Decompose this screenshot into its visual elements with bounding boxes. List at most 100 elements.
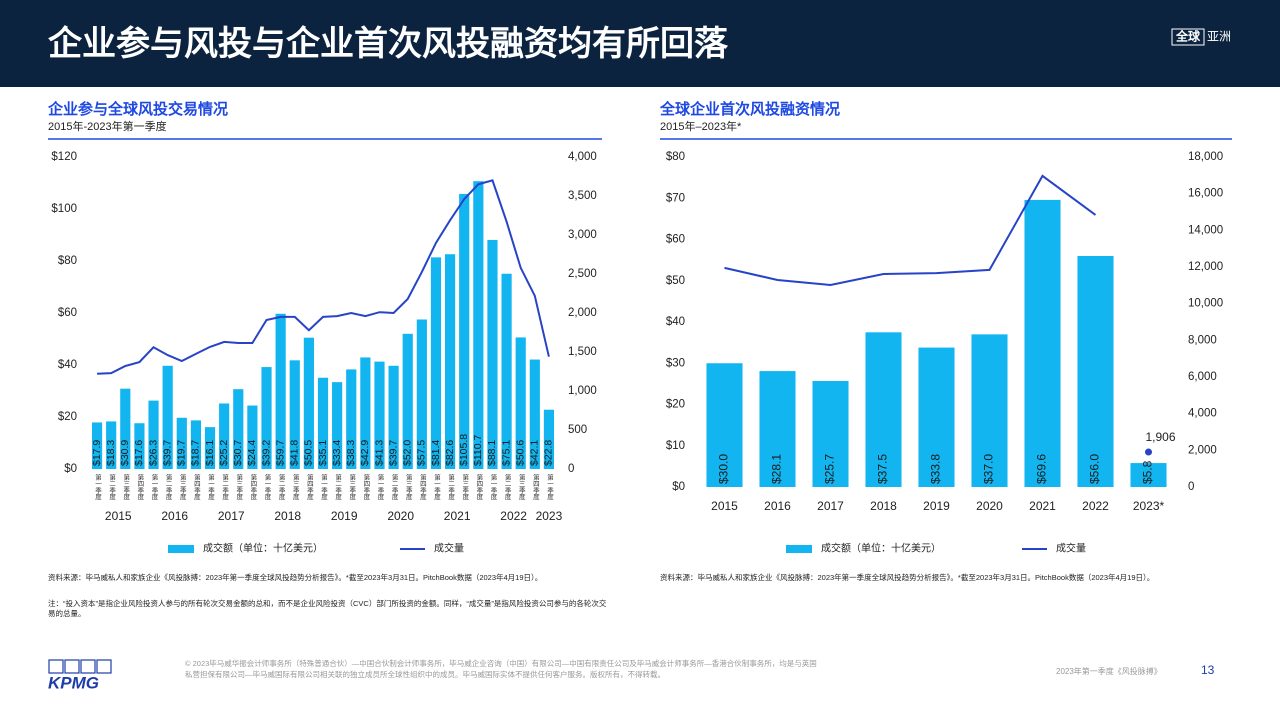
- bar: [543, 409, 555, 469]
- x-tick-label: 2021: [1029, 499, 1056, 513]
- bar-value-label: $18.3: [105, 440, 117, 466]
- x-tick-label: 2023*: [1133, 499, 1165, 513]
- x-tick-label: 第三季度: [235, 473, 243, 502]
- y-tick-label: $20: [58, 411, 77, 423]
- bar-value-label: $33.8: [929, 454, 943, 484]
- bar: [204, 427, 216, 469]
- y-tick-label: $0: [672, 481, 685, 493]
- x-tick-label: 第二季度: [334, 473, 342, 502]
- bar-value-label: $35.1: [317, 440, 329, 466]
- x-tick-label: 2018: [870, 499, 897, 513]
- bar: [317, 377, 329, 469]
- bar-value-label: $110.7: [472, 435, 484, 466]
- y-tick-label: $100: [51, 203, 77, 215]
- tab-box: [1171, 28, 1205, 46]
- bar-value-label: $19.7: [176, 440, 188, 466]
- bar-value-label: $41.3: [373, 440, 385, 466]
- bar: [190, 420, 201, 469]
- bar-value-label: $69.6: [1035, 454, 1049, 484]
- bar: [247, 405, 258, 469]
- bar: [402, 333, 413, 469]
- bar-value-label: $81.4: [430, 440, 442, 466]
- bar: [346, 369, 357, 469]
- bar-value-label: $39.7: [387, 440, 399, 466]
- bar-value-label: $39.2: [260, 440, 272, 466]
- bar-value-label: $5.8: [1141, 460, 1155, 484]
- x-tick-label: 第二季度: [390, 473, 398, 502]
- bar: [918, 347, 955, 487]
- tab[interactable]: 亚洲: [1207, 30, 1231, 44]
- bar-value-label: $18.7: [190, 440, 202, 466]
- bar-value-label: $59.7: [274, 440, 286, 466]
- x-group-label: 2017: [218, 509, 245, 523]
- page-number: 13: [1201, 663, 1215, 677]
- x-tick-label: 2016: [764, 499, 791, 513]
- bar-value-label: $105.8: [458, 434, 470, 466]
- y2-tick-label: 8,000: [1188, 334, 1217, 346]
- y2-tick-label: 2,000: [568, 307, 597, 319]
- x-tick-label: 第三季度: [291, 473, 299, 502]
- bar: [430, 257, 442, 469]
- chart-title: 企业参与全球风投交易情况: [47, 100, 228, 118]
- bar: [445, 254, 456, 469]
- y2-tick-label: 1,500: [568, 346, 597, 358]
- bar-value-label: $24.4: [246, 440, 258, 466]
- bar-value-label: $25.2: [218, 440, 230, 466]
- y-tick-label: $80: [666, 151, 685, 163]
- bar: [487, 239, 498, 469]
- bar-value-label: $22.8: [543, 440, 555, 466]
- x-tick-label: 第四季度: [305, 473, 313, 502]
- bar-value-label: $33.4: [331, 440, 343, 466]
- x-tick-label: 第二季度: [221, 473, 229, 502]
- header-band: [0, 0, 1280, 87]
- bar-value-label: $17.9: [91, 440, 103, 466]
- y-tick-label: $40: [58, 359, 77, 371]
- x-tick-label: 第四季度: [475, 473, 483, 502]
- bar: [416, 319, 427, 469]
- x-tick-label: 第一季度: [432, 473, 440, 502]
- bar: [332, 382, 343, 469]
- source: 资料来源：毕马威私人和家族企业《风投脉搏：2023年第一季度全球风投趋势分析报告…: [48, 573, 543, 582]
- bar: [148, 400, 159, 469]
- line-series: [724, 174, 1097, 287]
- legend-label: 成交额（单位：十亿美元）: [203, 542, 323, 555]
- bar-value-label: $26.3: [147, 440, 159, 466]
- x-tick-label: 第二季度: [447, 473, 455, 502]
- x-tick-label: 第三季度: [517, 473, 525, 502]
- bar-value-label: $30.0: [717, 454, 731, 484]
- x-tick-label: 第一季度: [320, 473, 328, 502]
- x-group-label: 2022: [500, 509, 527, 523]
- bar: [303, 337, 314, 469]
- y2-tick-label: 0: [1188, 481, 1194, 493]
- x-tick-label: 第二季度: [503, 473, 511, 502]
- x-tick-label: 第四季度: [362, 473, 370, 502]
- bar-value-label: $30.7: [232, 440, 244, 466]
- tab[interactable]: 全球: [1175, 29, 1201, 44]
- bar-value-label: $16.1: [204, 440, 216, 466]
- x-group-label: 2019: [331, 509, 358, 523]
- bar: [459, 193, 470, 470]
- bar-value-label: $28.1: [770, 454, 784, 484]
- x-group-label: 2021: [444, 509, 471, 523]
- x-tick-label: 第四季度: [192, 473, 200, 502]
- x-tick-label: 2017: [817, 499, 844, 513]
- x-tick-label: 第四季度: [531, 473, 539, 502]
- y2-tick-label: 3,500: [568, 190, 597, 202]
- y2-tick-label: 4,000: [1188, 408, 1217, 420]
- bar: [1077, 256, 1114, 487]
- x-tick-label: 第一季度: [545, 473, 553, 502]
- x-tick-label: 第一季度: [94, 473, 102, 502]
- bar: [162, 365, 173, 469]
- y2-tick-label: 0: [568, 463, 574, 475]
- bar-value-label: $37.5: [876, 454, 890, 484]
- point-label: 1,906: [1145, 430, 1175, 444]
- x-tick-label: 第一季度: [263, 473, 271, 502]
- x-tick-label: 第四季度: [136, 473, 144, 502]
- bar-value-label: $56.0: [1088, 454, 1102, 484]
- x-tick-label: 第四季度: [249, 473, 257, 502]
- note: 注：“投入资本”是指企业风险投资人参与的所有轮次交易金额的总和，而不是企业风险投…: [48, 599, 607, 618]
- y2-tick-label: 12,000: [1188, 261, 1223, 273]
- source: 资料来源：毕马威私人和家族企业《风投脉搏：2023年第一季度全球风投趋势分析报告…: [660, 573, 1155, 582]
- bar: [865, 332, 902, 487]
- kpmg-logo: [48, 659, 112, 674]
